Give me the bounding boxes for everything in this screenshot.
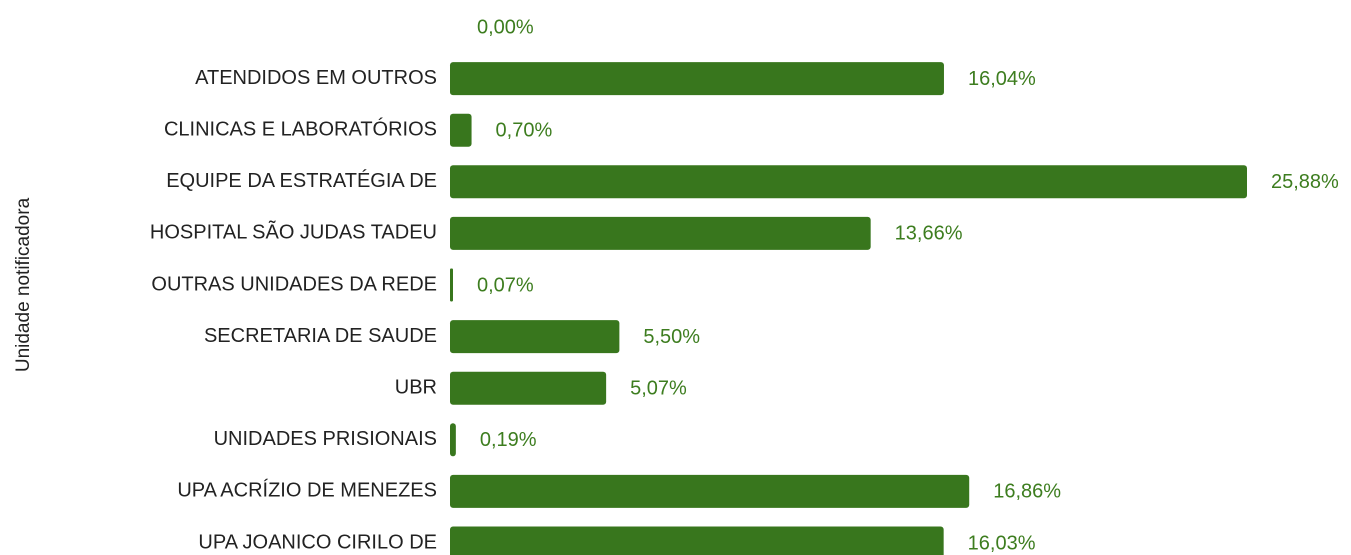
bar	[450, 320, 620, 354]
category-label: EQUIPE DA ESTRATÉGIA DE	[166, 169, 437, 192]
bar	[450, 113, 472, 147]
category-label: SECRETARIA DE SAUDE	[204, 325, 437, 347]
value-label: 16,86%	[993, 481, 1061, 503]
category-label: UPA ACRÍZIO DE MENEZES	[177, 479, 437, 502]
value-label: 25,88%	[1271, 171, 1339, 193]
category-label: UNIDADES PRISIONAIS	[214, 428, 437, 450]
bar	[450, 268, 453, 302]
value-label: 0,07%	[477, 274, 534, 296]
category-label: OUTRAS UNIDADES DA REDE	[151, 273, 437, 295]
bar	[450, 62, 944, 96]
category-label: ATENDIDOS EM OUTROS	[195, 67, 437, 89]
bar	[450, 423, 456, 457]
value-label: 5,07%	[630, 377, 687, 399]
bar	[450, 474, 970, 508]
y-axis-title: Unidade notificadora	[13, 197, 34, 372]
value-label: 5,50%	[643, 326, 700, 348]
value-label: 16,04%	[968, 68, 1036, 90]
value-label: 0,19%	[480, 429, 537, 451]
category-label: CLINICAS E LABORATÓRIOS	[164, 117, 437, 140]
bar	[450, 526, 944, 555]
bar	[450, 371, 607, 405]
category-label: UBR	[395, 376, 437, 398]
bar	[450, 165, 1247, 199]
value-label: 13,66%	[895, 223, 963, 245]
value-label: 0,70%	[496, 119, 553, 141]
category-label: UPA JOANICO CIRILO DE	[198, 531, 437, 553]
value-label: 16,03%	[968, 532, 1036, 554]
bar	[450, 216, 871, 250]
value-label: 0,00%	[477, 16, 534, 38]
category-label: HOSPITAL SÃO JUDAS TADEU	[150, 220, 437, 244]
